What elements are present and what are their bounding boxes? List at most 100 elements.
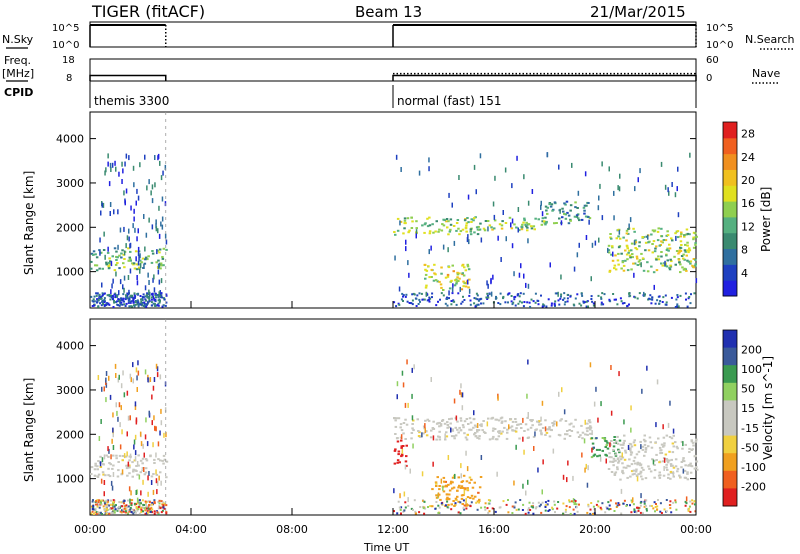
noise-pixel bbox=[524, 512, 527, 515]
pixel bbox=[563, 212, 566, 215]
pixel bbox=[474, 216, 477, 219]
noise-pixel bbox=[144, 298, 147, 301]
pixel bbox=[607, 251, 611, 254]
scatter-pixel bbox=[128, 289, 130, 295]
noise-pixel bbox=[487, 499, 490, 502]
pixel bbox=[625, 232, 629, 235]
noise-pixel bbox=[507, 301, 509, 304]
noise-pixel bbox=[132, 510, 135, 513]
pixel bbox=[470, 221, 473, 223]
noise-pixel bbox=[448, 297, 450, 300]
scatter-pixel bbox=[511, 218, 514, 224]
pixel bbox=[478, 437, 481, 440]
pixel bbox=[115, 255, 118, 258]
scatter-pixel bbox=[123, 250, 126, 256]
scatter-pixel bbox=[130, 205, 132, 211]
pixel bbox=[487, 417, 490, 420]
scatter-pixel bbox=[594, 240, 597, 246]
scatter-pixel bbox=[104, 170, 106, 176]
noise-pixel bbox=[119, 299, 122, 302]
scatter-pixel bbox=[112, 278, 114, 284]
noise-pixel bbox=[438, 506, 441, 509]
pixel bbox=[690, 449, 693, 451]
scatter-pixel bbox=[153, 377, 156, 382]
pixel bbox=[470, 428, 473, 431]
pixel bbox=[588, 217, 592, 220]
pixel bbox=[630, 463, 634, 466]
pixel bbox=[562, 210, 565, 213]
pixel bbox=[692, 246, 696, 249]
pixel bbox=[695, 466, 698, 468]
velocity-colorbar-cell-8 bbox=[723, 470, 737, 489]
pixel bbox=[622, 442, 625, 445]
noise-pixel bbox=[463, 299, 466, 301]
noise-pixel bbox=[130, 300, 133, 303]
noise-pixel bbox=[103, 292, 106, 295]
pixel bbox=[614, 459, 617, 462]
noise-pixel bbox=[537, 300, 540, 302]
pixel bbox=[677, 258, 681, 261]
noise-pixel bbox=[103, 500, 106, 503]
pixel bbox=[433, 272, 436, 275]
noise-pixel bbox=[532, 300, 535, 303]
pixel bbox=[548, 426, 551, 429]
noise-pixel bbox=[134, 295, 137, 298]
noise-pixel bbox=[553, 302, 556, 305]
pixel bbox=[163, 458, 167, 461]
pixel bbox=[460, 485, 464, 488]
pixel bbox=[659, 449, 662, 452]
scatter-pixel bbox=[682, 468, 685, 474]
scatter-pixel bbox=[633, 272, 635, 278]
scatter-pixel bbox=[147, 475, 149, 481]
scatter-pixel bbox=[513, 271, 515, 277]
pixel bbox=[465, 282, 468, 285]
noise-pixel bbox=[151, 501, 154, 504]
pixel bbox=[671, 239, 674, 242]
pixel bbox=[666, 259, 669, 262]
noise-pixel bbox=[424, 507, 427, 510]
pixel bbox=[688, 247, 691, 250]
noise-pixel bbox=[530, 298, 533, 301]
pixel bbox=[681, 266, 684, 269]
xtick-label-5: 20:00 bbox=[579, 523, 611, 536]
scatter-pixel bbox=[656, 379, 659, 385]
pixel bbox=[469, 233, 473, 236]
noise-pixel bbox=[563, 297, 566, 300]
scatter-pixel bbox=[586, 482, 589, 488]
noise-pixel bbox=[130, 504, 133, 507]
noise-pixel bbox=[580, 304, 583, 307]
pixel bbox=[104, 474, 107, 477]
pixel bbox=[668, 247, 672, 250]
scatter-pixel bbox=[153, 274, 155, 280]
pixel bbox=[400, 439, 403, 442]
noise-pixel bbox=[608, 504, 611, 507]
scatter-pixel bbox=[587, 465, 589, 471]
pixel bbox=[462, 487, 465, 489]
pixel bbox=[651, 229, 655, 232]
noise-pixel bbox=[110, 512, 113, 514]
noise-pixel bbox=[108, 295, 111, 298]
scatter-pixel bbox=[399, 493, 401, 499]
pixel bbox=[616, 457, 620, 460]
noise-pixel bbox=[564, 511, 567, 513]
pixel bbox=[477, 225, 480, 228]
pixel bbox=[650, 265, 653, 268]
noise-pixel bbox=[93, 295, 96, 298]
pixel bbox=[468, 481, 471, 484]
pixel bbox=[402, 432, 405, 435]
noise-pixel bbox=[105, 507, 108, 510]
velocity-colorbar-cell-5 bbox=[723, 418, 737, 437]
pixel bbox=[612, 457, 616, 460]
scatter-pixel bbox=[135, 367, 138, 373]
pixel bbox=[670, 237, 673, 240]
pixel bbox=[429, 436, 433, 439]
scatter-pixel bbox=[132, 362, 134, 368]
scatter-pixel bbox=[667, 187, 669, 193]
pixel bbox=[400, 455, 403, 458]
noise-pixel bbox=[629, 294, 632, 297]
pixel bbox=[694, 454, 697, 457]
nave-label: Nave bbox=[752, 67, 780, 80]
noise-pixel bbox=[103, 297, 106, 300]
pixel bbox=[465, 222, 469, 225]
pixel bbox=[630, 242, 634, 245]
